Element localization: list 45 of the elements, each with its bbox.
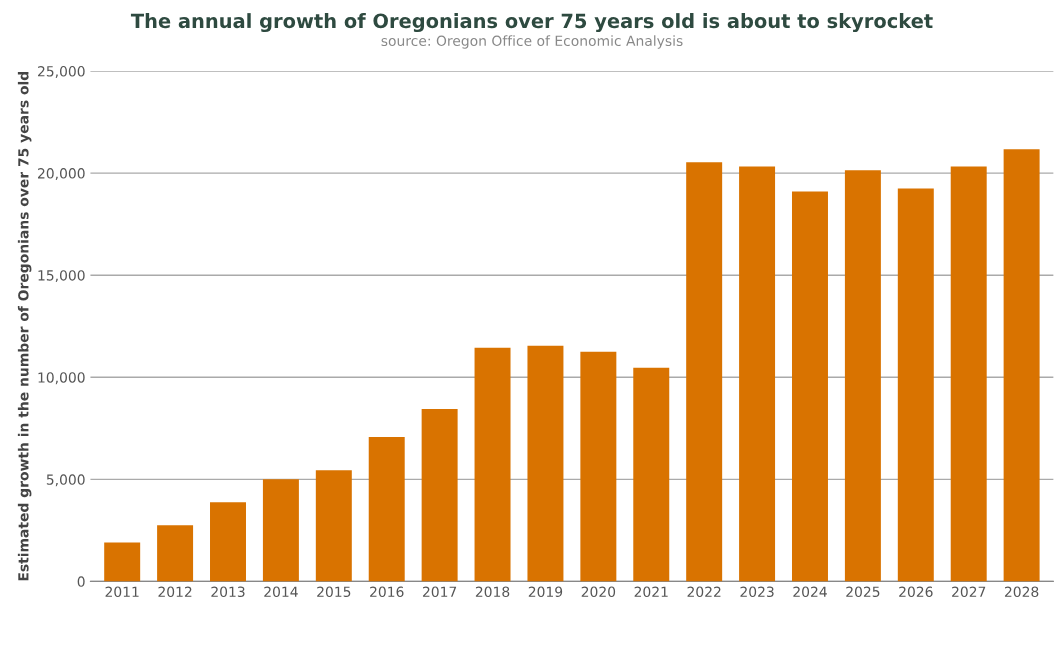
x-tick-label: 2016 (370, 586, 404, 598)
bar (315, 470, 352, 582)
y-tick-label: 25,000 (38, 66, 85, 78)
y-tick-label: 10,000 (38, 372, 85, 385)
x-tick-label: 2023 (740, 586, 774, 598)
x-tick-label: 2015 (317, 586, 351, 598)
bar (897, 188, 934, 582)
bar (580, 351, 617, 582)
x-tick-label: 2013 (211, 586, 245, 598)
x-tick-label: 2018 (475, 586, 510, 598)
y-tick-label: 0 (77, 576, 85, 587)
bar (527, 345, 564, 582)
x-tick-label: 2025 (846, 586, 880, 598)
x-tick-label: 2012 (158, 586, 192, 598)
x-tick-label: 2022 (687, 586, 721, 598)
chart-subtitle: source: Oregon Office of Economic Analysis (381, 35, 683, 49)
bar (262, 479, 299, 582)
y-axis-title: Estimated growth in the number of Oregonians over 75 years old (17, 71, 32, 581)
x-tick-label: 2026 (899, 586, 933, 598)
bar (1003, 149, 1040, 582)
x-tick-label: 2019 (528, 586, 563, 598)
bar (792, 191, 828, 582)
bar (210, 502, 246, 582)
y-tick-label: 20,000 (38, 168, 85, 181)
y-tick-label: 15,000 (38, 270, 85, 283)
bar (950, 166, 987, 582)
x-tick-label: 2021 (634, 586, 668, 598)
bar (686, 162, 723, 582)
bar (157, 525, 194, 582)
x-tick-label: 2028 (1004, 586, 1039, 598)
bar (421, 408, 458, 582)
x-tick-label: 2027 (952, 586, 986, 598)
bar (368, 437, 405, 582)
bar (633, 367, 670, 582)
x-tick-label: 2017 (422, 586, 457, 598)
x-tick-label: 2014 (264, 586, 298, 598)
y-tick-label: 5,000 (46, 474, 85, 487)
bar (844, 170, 881, 582)
bar (104, 542, 141, 582)
bar (739, 166, 776, 582)
x-tick-label: 2011 (105, 586, 139, 598)
bar (474, 347, 511, 582)
x-tick-label: 2020 (581, 586, 616, 598)
chart-title: The annual growth of Oregonians over 75 years old is about to skyrocket (130, 13, 933, 33)
x-tick-label: 2024 (793, 586, 827, 598)
